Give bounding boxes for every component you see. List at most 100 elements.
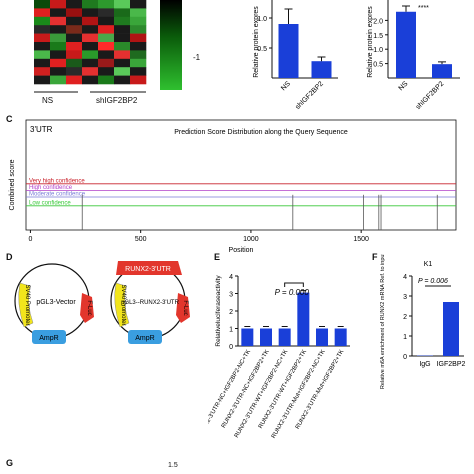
heatmap-cell (114, 16, 131, 26)
heatmap-cell (50, 0, 67, 9)
bar (241, 328, 254, 346)
heatmap-cell (98, 50, 115, 60)
heatmap-cell (130, 16, 147, 26)
heatmap-cell (114, 25, 131, 34)
heatmap-cell (130, 0, 147, 9)
heatmap-cell (82, 50, 99, 60)
plot-title: Prediction Score Distribution along the … (174, 129, 348, 136)
heatmap-cell (98, 25, 115, 34)
heatmap-cell (98, 33, 115, 43)
heatmap-cell (50, 8, 67, 18)
pvalue-label: P = 0.006 (418, 278, 448, 285)
y-tick-label: 2.0 (373, 18, 383, 25)
threshold-label: High confidence (29, 185, 73, 191)
luciferase-chart: 01234RUNX2-3'UTR-NC+IGF2BP2-NC+TKRUNX2-3… (208, 274, 350, 440)
sv40-promoter-block (18, 282, 34, 328)
x-tick-label: 1000 (243, 236, 259, 243)
heatmap (34, 0, 147, 93)
heatmap-cell (82, 25, 99, 34)
x-axis-label: Position (229, 247, 254, 252)
y-tick-label: 2 (229, 309, 233, 316)
colorbar-tick-label: -1 (193, 53, 201, 62)
y-axis-label: Combined score (9, 159, 16, 210)
heatmap-cell (130, 25, 147, 34)
bar (278, 24, 299, 78)
heatmap-cell (98, 8, 115, 18)
heatmap-cell (98, 67, 115, 76)
heatmap-cell (82, 8, 99, 18)
bar (278, 328, 291, 346)
prediction-score-plot: 3'UTR Prediction Score Distribution along… (9, 119, 457, 252)
heatmap-cell (66, 58, 83, 68)
heatmap-cell (34, 33, 51, 43)
heatmap-cell (82, 0, 99, 9)
m6a-enrichment-chart: K1 0 1 2 3 4 IgG IGF2BP2 P = 0.006 Relative m6A e… (380, 254, 466, 389)
panel-letter-e: E (214, 252, 221, 262)
runx2-insert-block (116, 261, 182, 275)
plasmid-name: pGL3--RUNX2-3'UTR (121, 300, 179, 306)
heatmap-cell (66, 67, 83, 76)
panel-letter-f: F (372, 252, 378, 262)
heatmap-cell (114, 42, 131, 51)
y-axis-label: Relative protein expres (367, 6, 374, 78)
heatmap-cell (66, 33, 83, 43)
panel-g-tick: 1.5 (168, 462, 178, 469)
heatmap-cell (130, 50, 147, 60)
plasmid-runx2: RUNX2-3'UTR SV40 Promoter F-Luc AmpR pGL… (110, 261, 190, 344)
heatmap-cell (34, 16, 51, 26)
heatmap-cell (98, 42, 115, 51)
heatmap-cell (50, 42, 67, 51)
panel-letter-c: C (6, 114, 13, 124)
y-tick-label: 1 (403, 334, 407, 341)
heatmap-cell (50, 16, 67, 26)
bar (316, 328, 328, 346)
y-tick-label: 2 (403, 314, 407, 321)
x-tick-label: IGF2BP2 (437, 361, 466, 368)
pvalue-label: P = 0.000 (275, 288, 310, 297)
heatmap-cell (50, 75, 67, 85)
heatmap-cell (114, 50, 131, 60)
heatmap-cell (82, 75, 99, 85)
threshold-label: Very high confidence (29, 178, 85, 184)
heatmap-cell (82, 67, 99, 76)
heatmap-cell (98, 58, 115, 68)
luc-label: F-Luc (182, 300, 188, 315)
heatmap-cell (34, 58, 51, 68)
bar (260, 328, 272, 346)
heatmap-cell (50, 67, 67, 76)
heatmap-cell (66, 25, 83, 34)
y-tick-label: 4 (229, 274, 233, 281)
heatmap-cell (66, 50, 83, 60)
heatmap-cell (98, 75, 115, 85)
bar (297, 292, 310, 346)
x-tick-label: NS (280, 80, 292, 92)
panel-letter-d: D (6, 252, 13, 262)
heatmap-cell (34, 25, 51, 34)
heatmap-cell (98, 16, 115, 26)
y-tick-label: 4 (403, 274, 407, 281)
y-tick-label: 3 (403, 294, 407, 301)
heatmap-cell (66, 0, 83, 9)
y-axis-label: Relativeluciferaseactivity (215, 275, 222, 347)
heatmap-cell (66, 8, 83, 18)
heatmap-cell (82, 42, 99, 51)
heatmap-cell (114, 58, 131, 68)
heatmap-cell (114, 0, 131, 9)
heatmap-cell (130, 42, 147, 51)
bar (443, 302, 459, 356)
x-tick-label: 500 (135, 236, 147, 243)
luc-block (176, 293, 190, 323)
heatmap-cell (130, 33, 147, 43)
y-axis-label: Relative m6A enrichment of RUNX2 mRNA Re… (380, 254, 386, 389)
heatmap-group-label-ns: NS (42, 96, 54, 105)
plasmid-maps: SV40 Promoter F-Luc AmpR pGL3-Vector RUN… (14, 261, 190, 344)
significance-bracket (284, 282, 304, 287)
heatmap-panel: -1 NS shIGF2BP2 (0, 0, 200, 110)
heatmap-cell (114, 33, 131, 43)
heatmap-cell (130, 58, 147, 68)
heatmap-cell (50, 25, 67, 34)
x-tick-label: NS (398, 80, 410, 92)
corner-label: 3'UTR (30, 125, 53, 134)
threshold-label: Moderate confidence (29, 192, 86, 198)
heatmap-cell (34, 50, 51, 60)
